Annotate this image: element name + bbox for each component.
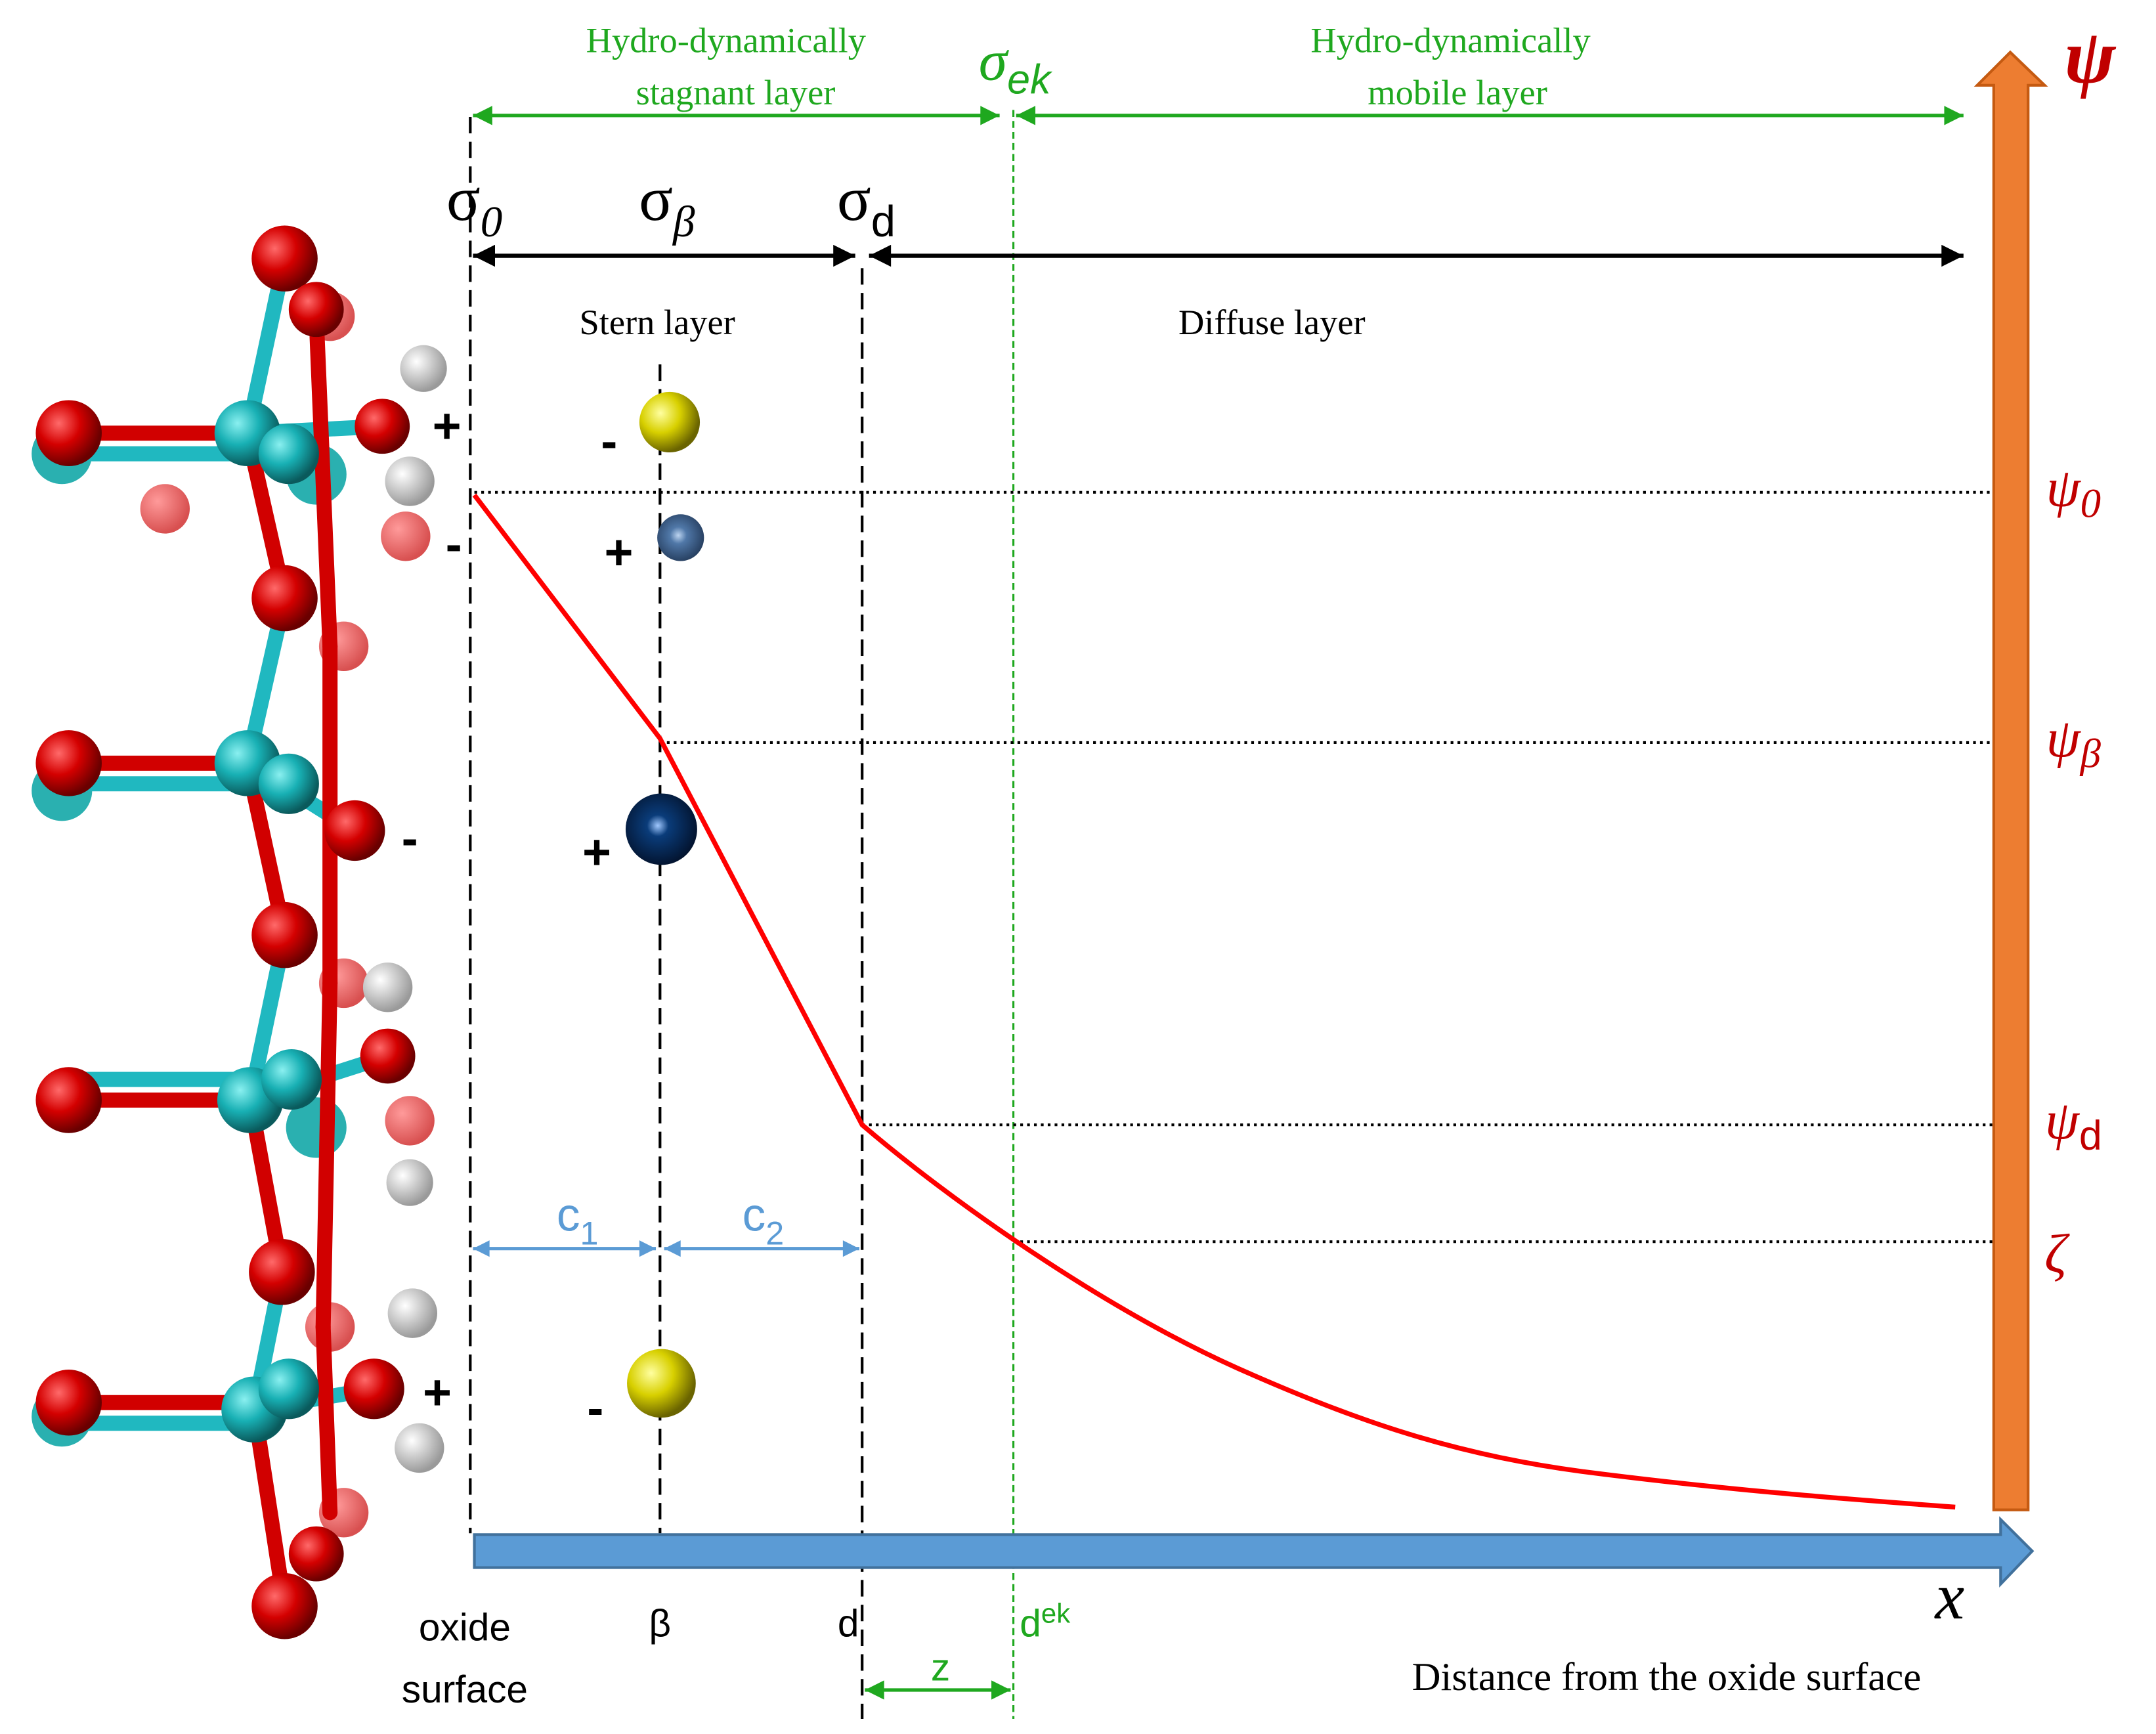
- charge: -: [601, 413, 617, 468]
- cation: [625, 793, 697, 865]
- charge: -: [446, 517, 462, 572]
- anion: [639, 391, 701, 453]
- symbol: σ: [837, 163, 871, 234]
- subscript: β: [672, 198, 695, 246]
- zeta: ζ: [2044, 1223, 2070, 1284]
- potential-axis-label: ψ: [2064, 14, 2117, 100]
- subscript: 0: [481, 198, 503, 246]
- bond: [315, 975, 338, 1335]
- atom: [343, 1358, 404, 1420]
- atom: [386, 1159, 433, 1206]
- diffuse-label: Diffuse layer: [1178, 302, 1366, 342]
- psi-beta: ψβ: [2046, 708, 2102, 777]
- beta-label: β: [649, 1602, 671, 1645]
- atom: [258, 1358, 319, 1420]
- potential-curve: [472, 493, 1956, 1510]
- subscript: β: [2079, 731, 2102, 777]
- atom: [288, 1526, 344, 1582]
- x-axis-symbol: x: [1934, 1559, 1965, 1633]
- mobile-label: mobile layer: [1368, 72, 1547, 112]
- atom: [35, 730, 102, 796]
- atom: [362, 963, 413, 1012]
- atom: [35, 400, 102, 466]
- charge: +: [423, 1365, 452, 1420]
- d-ek-label: dek: [1020, 1597, 1070, 1645]
- symbol: c: [557, 1189, 580, 1241]
- c1: c1: [557, 1189, 599, 1251]
- atom: [35, 1369, 102, 1436]
- superscript: ek: [1041, 1597, 1070, 1628]
- symbol: c: [743, 1189, 766, 1241]
- bond: [246, 1402, 293, 1614]
- cation: [657, 514, 704, 561]
- subscript: 0: [2081, 480, 2101, 526]
- atom: [288, 282, 344, 337]
- atom: [355, 399, 410, 454]
- oxide-molecule: [32, 225, 447, 1639]
- symbol: σ: [979, 29, 1010, 93]
- stagnant-label: Hydro-dynamically: [586, 20, 866, 60]
- sigma-d: σd: [837, 163, 895, 246]
- atom: [249, 1239, 315, 1305]
- subscript: d: [871, 197, 895, 246]
- oxide-surface-label: surface: [402, 1668, 528, 1711]
- mobile-label: Hydro-dynamically: [1310, 20, 1590, 60]
- bond: [309, 309, 338, 654]
- atom: [360, 1028, 416, 1084]
- subscript: ek: [1007, 56, 1053, 102]
- sigma-ek: σek: [979, 29, 1053, 102]
- d-label: d: [838, 1602, 859, 1645]
- atom: [387, 1288, 438, 1338]
- psi-0: ψ0: [2046, 458, 2101, 527]
- atom: [324, 800, 385, 861]
- atom: [140, 484, 190, 534]
- c2: c2: [743, 1189, 785, 1251]
- x-axis-label: Distance from the oxide surface: [1412, 1655, 1922, 1699]
- anion: [627, 1349, 696, 1418]
- atom: [251, 225, 318, 292]
- atom: [385, 1096, 435, 1146]
- atom: [385, 456, 435, 506]
- atom: [258, 423, 319, 485]
- charge: +: [433, 398, 462, 453]
- atom: [261, 1049, 322, 1110]
- atom: [35, 1067, 102, 1133]
- atom: [251, 901, 318, 968]
- charge: -: [587, 1380, 603, 1435]
- distance-axis: [473, 1516, 2035, 1588]
- subscript: 2: [765, 1215, 784, 1251]
- bond: [315, 1319, 338, 1521]
- charge: -: [402, 811, 418, 866]
- oxide-surface-label: oxide: [419, 1607, 511, 1649]
- atom: [251, 565, 318, 632]
- subscript: 1: [580, 1215, 598, 1251]
- atom: [395, 1423, 444, 1473]
- potential-axis: [1973, 50, 2048, 1511]
- symbol: ψ: [2045, 1090, 2081, 1151]
- symbol: d: [1020, 1602, 1041, 1645]
- symbol: σ: [639, 163, 673, 234]
- symbol: ψ: [2046, 458, 2082, 519]
- atom: [251, 1572, 318, 1639]
- symbol: σ: [446, 163, 481, 234]
- sigma-0: σ0: [446, 163, 502, 246]
- charge: +: [604, 525, 633, 580]
- sigma-beta: σβ: [639, 163, 695, 246]
- charge: +: [582, 825, 611, 880]
- z-label: z: [931, 1646, 950, 1689]
- stern-label: Stern layer: [579, 302, 735, 342]
- atom: [258, 753, 319, 814]
- atom: [400, 345, 447, 392]
- atom: [381, 511, 431, 561]
- stagnant-label: stagnant layer: [636, 72, 836, 112]
- psi-d: ψd: [2045, 1090, 2102, 1159]
- symbol: ψ: [2046, 708, 2082, 769]
- subscript: d: [2079, 1113, 2102, 1159]
